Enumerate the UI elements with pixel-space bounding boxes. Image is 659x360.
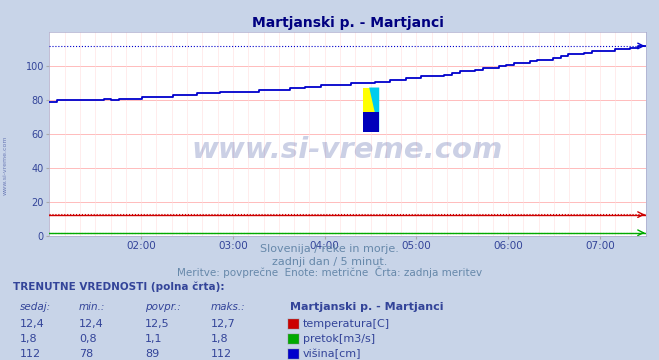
- Text: 12,4: 12,4: [79, 319, 104, 329]
- Text: 1,1: 1,1: [145, 334, 163, 344]
- Text: temperatura[C]: temperatura[C]: [303, 319, 390, 329]
- Text: zadnji dan / 5 minut.: zadnji dan / 5 minut.: [272, 257, 387, 267]
- Text: 112: 112: [20, 349, 41, 359]
- Text: 112: 112: [211, 349, 232, 359]
- Text: Slovenija / reke in morje.: Slovenija / reke in morje.: [260, 244, 399, 254]
- Text: Martjanski p. - Martjanci: Martjanski p. - Martjanci: [290, 302, 444, 312]
- Text: min.:: min.:: [79, 302, 105, 312]
- Text: povpr.:: povpr.:: [145, 302, 181, 312]
- Text: www.si-vreme.com: www.si-vreme.com: [192, 136, 503, 165]
- Text: maks.:: maks.:: [211, 302, 246, 312]
- Text: Meritve: povprečne  Enote: metrične  Črta: zadnja meritev: Meritve: povprečne Enote: metrične Črta:…: [177, 266, 482, 279]
- Text: www.si-vreme.com: www.si-vreme.com: [3, 136, 8, 195]
- Text: 0,8: 0,8: [79, 334, 97, 344]
- Text: višina[cm]: višina[cm]: [303, 349, 362, 359]
- Text: 78: 78: [79, 349, 94, 359]
- Text: 1,8: 1,8: [20, 334, 38, 344]
- Text: 12,4: 12,4: [20, 319, 45, 329]
- Bar: [362, 87, 379, 132]
- Text: 89: 89: [145, 349, 159, 359]
- Text: TRENUTNE VREDNOSTI (polna črta):: TRENUTNE VREDNOSTI (polna črta):: [13, 281, 225, 292]
- Title: Martjanski p. - Martjanci: Martjanski p. - Martjanci: [252, 16, 444, 30]
- Polygon shape: [369, 87, 379, 132]
- Text: sedaj:: sedaj:: [20, 302, 51, 312]
- Text: pretok[m3/s]: pretok[m3/s]: [303, 334, 375, 344]
- Text: 1,8: 1,8: [211, 334, 229, 344]
- Text: 12,7: 12,7: [211, 319, 236, 329]
- Text: 12,5: 12,5: [145, 319, 169, 329]
- Bar: [362, 112, 379, 132]
